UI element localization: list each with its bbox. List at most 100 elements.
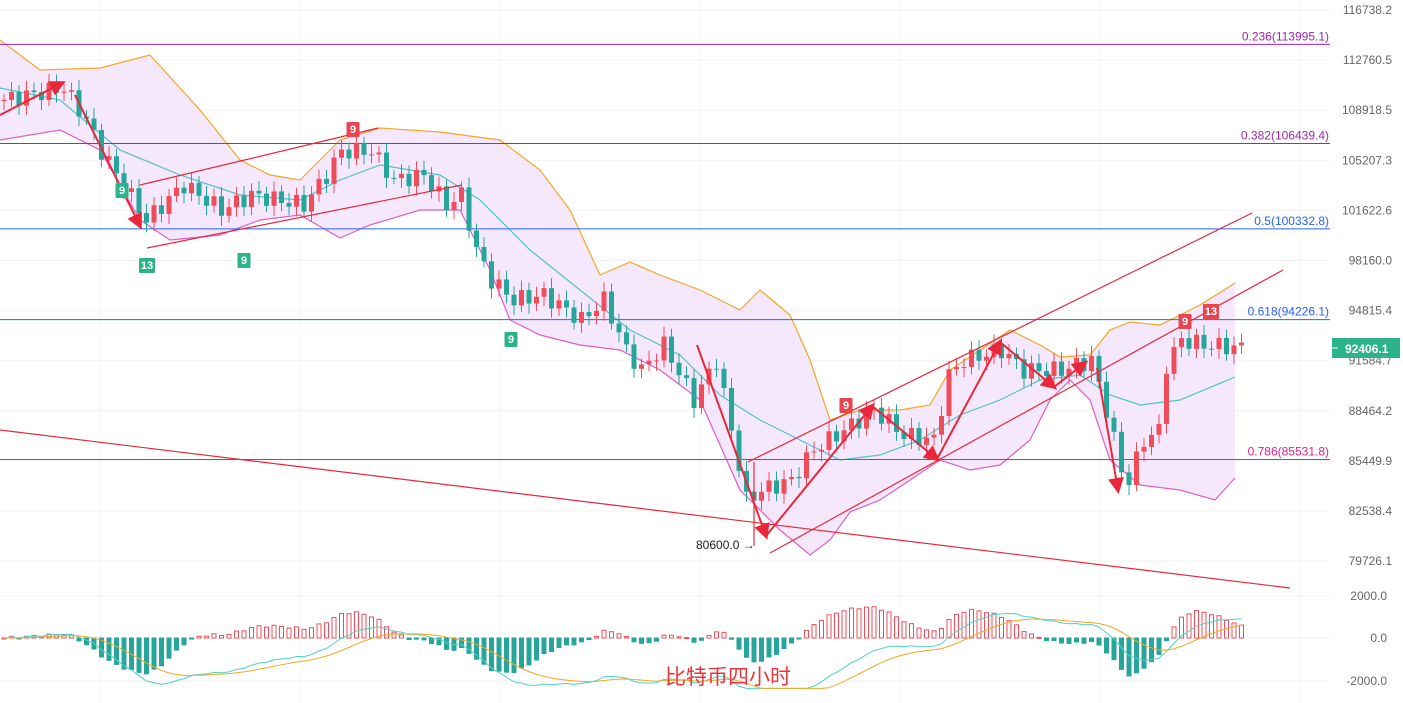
candle-body xyxy=(1216,337,1222,349)
candle-body xyxy=(879,407,884,424)
candle-body xyxy=(241,195,247,208)
price-tick-label: 98160.0 xyxy=(1349,253,1393,267)
macd-histogram-bar xyxy=(76,637,82,642)
macd-histogram-bar xyxy=(999,616,1004,639)
candle-body xyxy=(106,156,112,160)
candle-body xyxy=(1134,451,1139,486)
macd-histogram-bar xyxy=(984,612,989,639)
macd-histogram-bar xyxy=(346,613,352,639)
candle-body xyxy=(226,207,232,216)
candle-body xyxy=(1141,446,1147,452)
bollinger-band-fill xyxy=(0,40,1235,555)
fib-label: 0.618(94226.1) xyxy=(1248,305,1329,319)
candles xyxy=(1,73,1244,510)
candle-body xyxy=(1044,371,1049,377)
candle-body xyxy=(999,344,1004,359)
candle-body xyxy=(954,367,959,370)
macd-histogram-bar xyxy=(586,637,592,641)
candle-body xyxy=(451,201,457,210)
price-tick-label: 112760.5 xyxy=(1343,53,1392,67)
macd-histogram-bar xyxy=(781,637,787,650)
macd-histogram-bar xyxy=(271,624,277,639)
long-downtrend-line[interactable] xyxy=(0,429,1291,589)
bollinger-lower xyxy=(0,129,1236,556)
macd-tick-label: 2000.0 xyxy=(1350,589,1387,603)
candle-body xyxy=(384,152,389,178)
candle-body xyxy=(249,190,254,208)
macd-histogram-bar xyxy=(376,618,382,639)
macd-histogram-bar xyxy=(1021,631,1027,639)
candle-body xyxy=(624,332,629,345)
macd-histogram-bar xyxy=(841,610,847,639)
macd-histogram-bar xyxy=(1216,615,1222,639)
candle-body xyxy=(474,230,479,248)
macd-histogram-bar xyxy=(774,637,779,655)
candle-body xyxy=(316,178,322,195)
candle-body xyxy=(354,142,359,159)
early-channel-upper[interactable] xyxy=(139,127,379,186)
candle-body xyxy=(519,290,524,306)
macd-histogram-bar xyxy=(234,630,239,639)
price-axis[interactable]: 116738.2 112760.5 108918.5 105207.3 101622.6… xyxy=(1342,3,1392,688)
td-marker-label: 13 xyxy=(1205,306,1217,318)
macd-histogram-bar xyxy=(601,629,607,639)
candle-body xyxy=(1209,348,1214,350)
candle-body xyxy=(256,190,262,194)
macd-histogram-bar xyxy=(1066,637,1072,644)
candle-body xyxy=(1149,434,1154,447)
macd-histogram-bar xyxy=(804,629,809,639)
early-channel-lower[interactable] xyxy=(146,184,463,249)
channel-upper-line[interactable] xyxy=(747,212,1253,463)
candle-body xyxy=(219,196,224,216)
price-tick-label: 82538.4 xyxy=(1349,504,1393,518)
macd-histogram-bar xyxy=(189,637,194,640)
macd-histogram-bar xyxy=(159,637,164,667)
macd-histogram-bar xyxy=(714,631,719,639)
trendlines xyxy=(0,127,1291,589)
price-tick-label: 101622.6 xyxy=(1342,203,1392,217)
macd-histogram-bar xyxy=(1089,637,1094,643)
macd-histogram-bar xyxy=(1051,637,1057,642)
candle-body xyxy=(849,418,854,431)
macd-histogram-bar xyxy=(1,637,7,640)
price-tick-label: 79726.1 xyxy=(1349,554,1393,568)
macd-histogram-bar xyxy=(864,606,869,639)
candle-body xyxy=(196,182,202,196)
macd-tick-label: 0.0 xyxy=(1370,631,1387,645)
macd-histogram-bar xyxy=(196,635,202,639)
macd-histogram-bar xyxy=(789,637,794,644)
candle-body xyxy=(181,187,187,194)
macd-histogram-bar xyxy=(1201,611,1207,639)
price-tick-label: 94815.4 xyxy=(1349,304,1393,318)
macd-histogram-bar xyxy=(916,627,922,639)
macd-histogram-bar xyxy=(976,610,982,639)
macd-histogram-bar xyxy=(99,637,104,658)
macd-histogram-bar xyxy=(489,637,494,672)
candle-body xyxy=(121,173,127,192)
candle-body xyxy=(1186,338,1192,349)
macd-histogram-bar xyxy=(519,637,524,669)
macd-histogram-bar xyxy=(759,637,764,662)
macd-histogram-bar xyxy=(901,621,907,639)
macd-histogram-bar xyxy=(406,637,412,640)
candle-body xyxy=(301,194,307,212)
macd-histogram-bar xyxy=(1111,637,1117,661)
macd-histogram-bar xyxy=(166,637,172,659)
macd-histogram-bar xyxy=(856,608,862,639)
macd-histogram-bar xyxy=(1171,626,1177,639)
candle-body xyxy=(459,187,464,202)
macd-histogram-bar xyxy=(429,637,434,645)
channel-lower-line[interactable] xyxy=(769,269,1284,554)
macd-histogram-bar xyxy=(1179,616,1184,639)
macd-histogram-bar xyxy=(826,614,832,639)
candle-body xyxy=(894,414,899,432)
macd-histogram-bar xyxy=(834,612,839,639)
candle-body xyxy=(1021,359,1027,379)
candle-body xyxy=(766,480,772,492)
candle-body xyxy=(129,188,134,192)
macd-histogram-bar xyxy=(609,631,614,639)
candle-body xyxy=(819,449,824,452)
chart-title: 比特币四小时 xyxy=(665,666,791,689)
macd-histogram-bar xyxy=(106,637,112,661)
